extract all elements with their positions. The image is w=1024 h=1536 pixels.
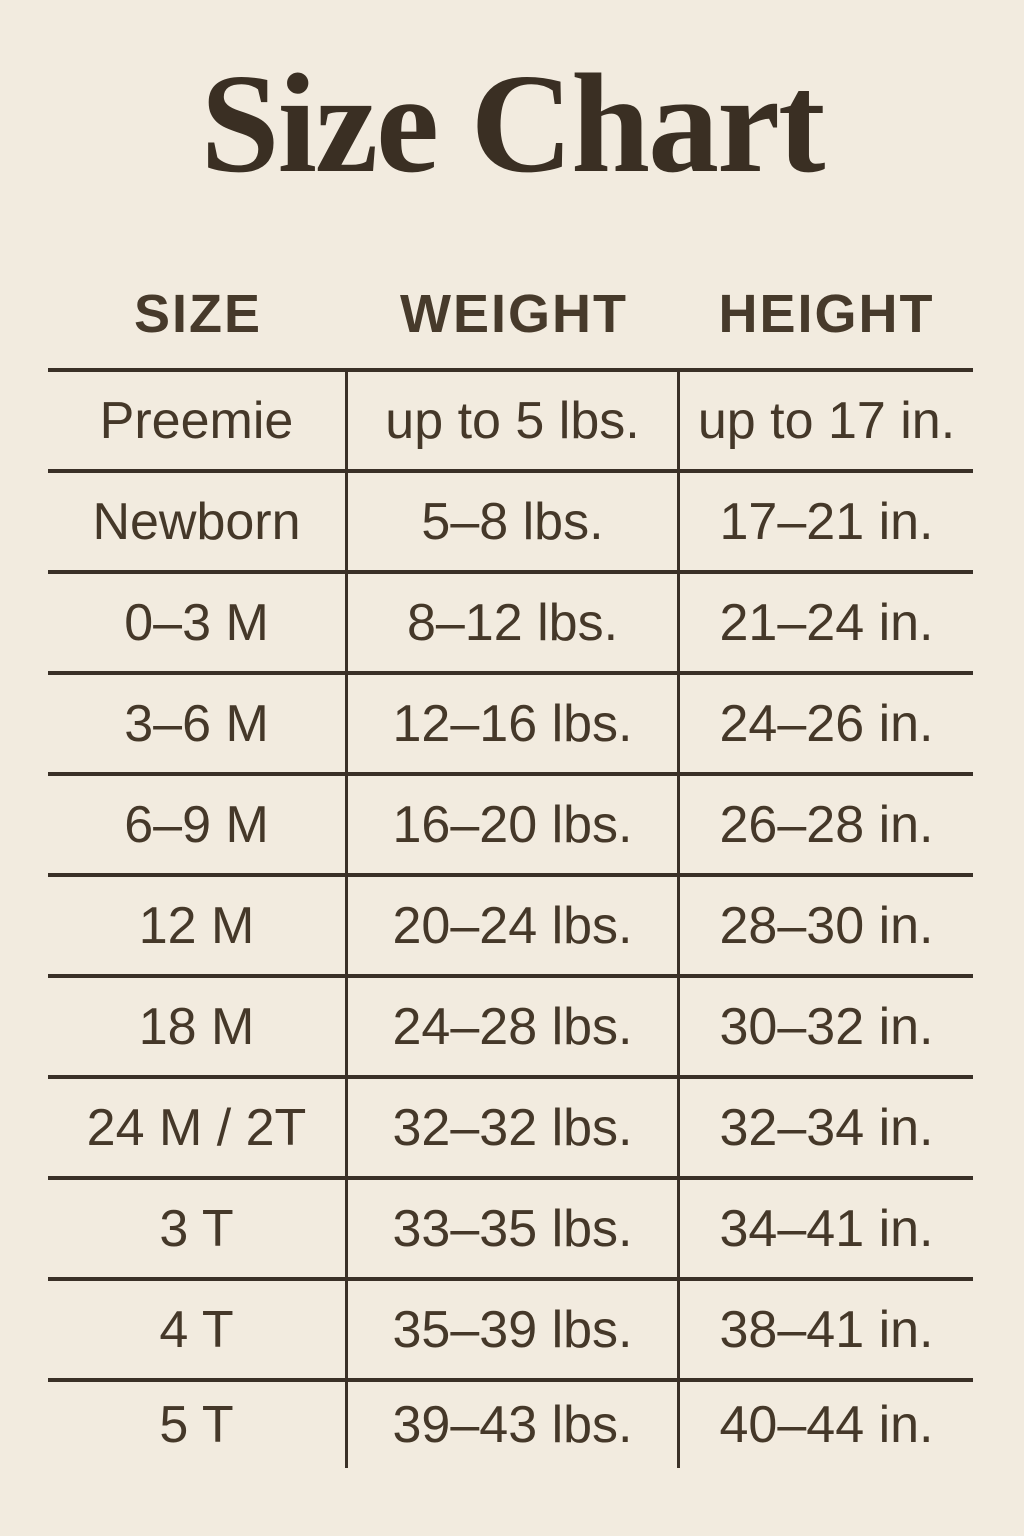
page-title: Size Chart — [200, 44, 826, 202]
table-cell: 30–32 in. — [680, 978, 973, 1079]
table-cell: 16–20 lbs. — [348, 776, 680, 877]
table-cell: 38–41 in. — [680, 1281, 973, 1382]
table-cell: 20–24 lbs. — [348, 877, 680, 978]
table-cell: 26–28 in. — [680, 776, 973, 877]
column-header-height: HEIGHT — [718, 284, 935, 344]
table-cell: 32–32 lbs. — [348, 1079, 680, 1180]
table-cell: 39–43 lbs. — [348, 1382, 680, 1468]
table-cell: 28–30 in. — [680, 877, 973, 978]
table-cell: 18 M — [48, 978, 348, 1079]
table-cell: 8–12 lbs. — [348, 574, 680, 675]
table-cell: 24–28 lbs. — [348, 978, 680, 1079]
table-cell: up to 5 lbs. — [348, 372, 680, 473]
size-table: Preemie up to 5 lbs. up to 17 in. Newbor… — [48, 368, 973, 1468]
table-cell: 24–26 in. — [680, 675, 973, 776]
table-cell: 3–6 M — [48, 675, 348, 776]
table-cell: 12–16 lbs. — [348, 675, 680, 776]
table-cell: 5 T — [48, 1382, 348, 1468]
table-cell: Preemie — [48, 372, 348, 473]
table-header-row: SIZE WEIGHT HEIGHT — [48, 282, 973, 346]
table-cell: 21–24 in. — [680, 574, 973, 675]
table-cell: 24 M / 2T — [48, 1079, 348, 1180]
table-cell: 12 M — [48, 877, 348, 978]
column-header-size: SIZE — [133, 284, 263, 344]
table-cell: 35–39 lbs. — [348, 1281, 680, 1382]
table-cell: up to 17 in. — [680, 372, 973, 473]
table-cell: 4 T — [48, 1281, 348, 1382]
table-cell: 40–44 in. — [719, 1396, 934, 1454]
table-cell: 34–41 in. — [680, 1180, 973, 1281]
table-cell: 33–35 lbs. — [348, 1180, 680, 1281]
table-cell: 6–9 M — [48, 776, 348, 877]
table-cell: 0–3 M — [48, 574, 348, 675]
column-header-weight: WEIGHT — [400, 284, 628, 344]
table-cell: 3 T — [48, 1180, 348, 1281]
table-cell: 17–21 in. — [680, 473, 973, 574]
table-cell: 32–34 in. — [680, 1079, 973, 1180]
table-cell: Newborn — [48, 473, 348, 574]
table-cell: 5–8 lbs. — [348, 473, 680, 574]
